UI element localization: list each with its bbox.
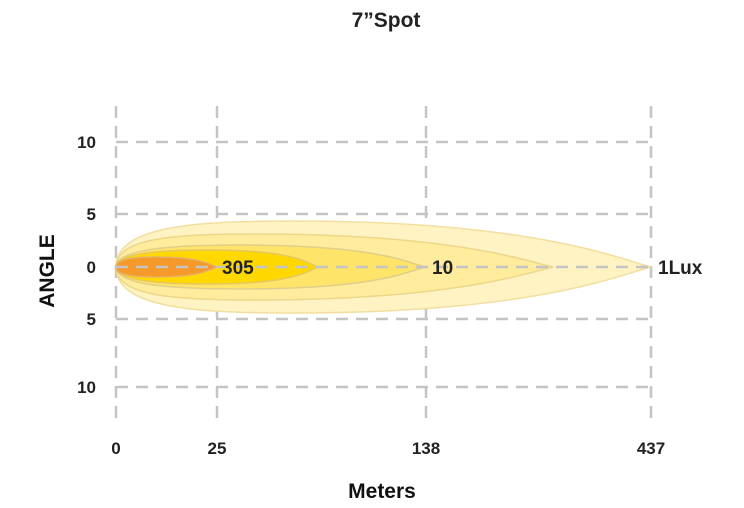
y-tick-2: 0 <box>87 258 96 277</box>
x-tick-1: 25 <box>208 439 227 458</box>
x-tick-3: 437 <box>637 439 665 458</box>
lux-label-0: 1Lux <box>658 258 703 279</box>
axis-ticks: 0 25 138 437 10 5 0 5 10 <box>77 133 665 458</box>
chart-title: 7”Spot <box>352 9 421 32</box>
lux-labels: 1Lux 10 305 <box>222 258 703 279</box>
x-tick-2: 138 <box>412 439 440 458</box>
lux-label-4: 305 <box>222 258 254 279</box>
y-tick-3: 5 <box>87 310 96 329</box>
x-tick-0: 0 <box>111 439 120 458</box>
lux-contours <box>115 220 654 314</box>
y-tick-0: 10 <box>77 133 96 152</box>
lux-label-2: 10 <box>432 258 453 279</box>
y-tick-1: 5 <box>87 205 96 224</box>
y-tick-4: 10 <box>77 378 96 397</box>
y-axis-label: ANGLE <box>36 234 59 308</box>
x-axis-label: Meters <box>348 480 416 503</box>
